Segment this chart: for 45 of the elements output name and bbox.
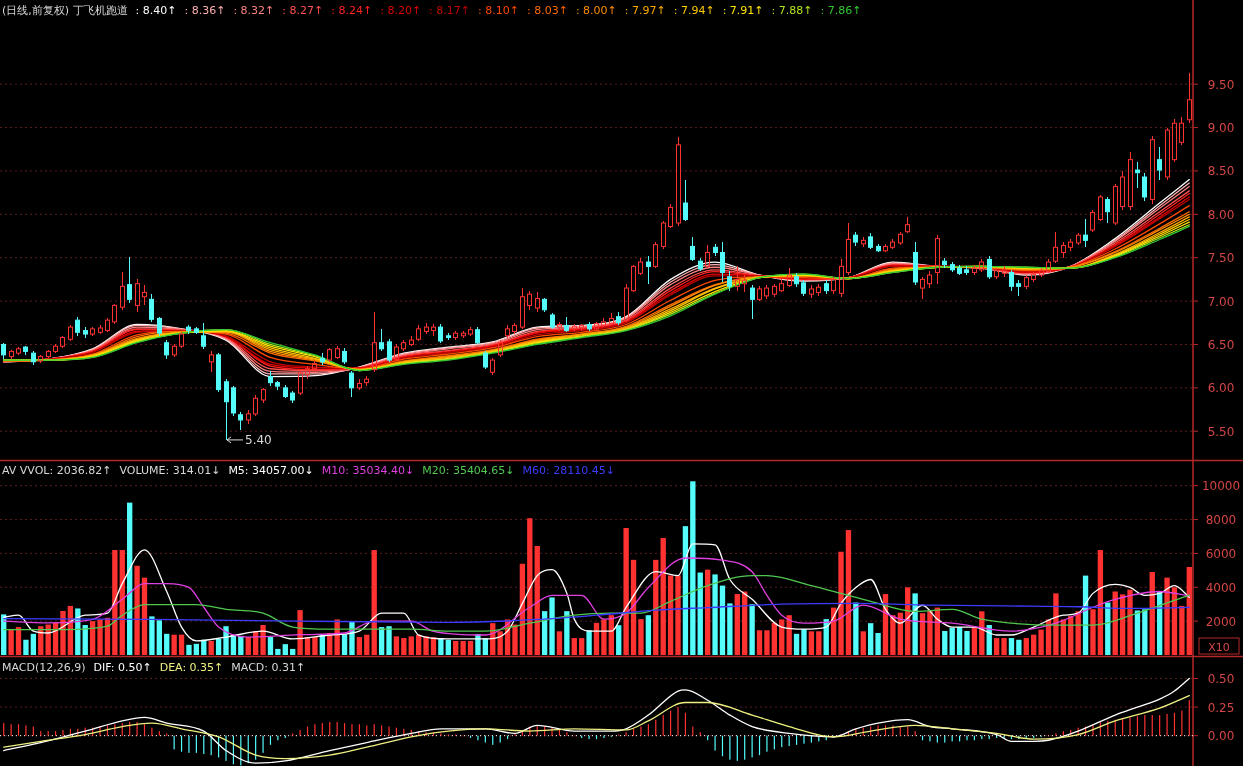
- text: : 8.40↑: [135, 4, 177, 17]
- y-tick-label: 9.50: [1207, 77, 1235, 92]
- text: : 7.88↑: [771, 4, 813, 17]
- y-tick-label: 8000: [1205, 513, 1237, 528]
- chart-title: MACD(12,26,9): [2, 661, 86, 674]
- y-axis-title: X10: [1208, 640, 1230, 654]
- text: : 8.36↑: [184, 4, 226, 17]
- text: M60: 28110.45↓: [522, 464, 616, 477]
- y-tick-label: 5.50: [1207, 424, 1235, 439]
- text: : 8.32↑: [233, 4, 275, 17]
- y-tick-label: 10000: [1201, 479, 1241, 494]
- text: DIF: 0.50↑: [93, 661, 152, 674]
- text: : 8.20↑: [380, 4, 422, 17]
- y-tick-label: 4000: [1205, 580, 1237, 595]
- annotation: MACD: 0.31↑: [231, 661, 306, 674]
- text: : 7.94↑: [673, 4, 715, 17]
- text: : 7.91↑: [722, 4, 764, 17]
- y-tick-label: 2000: [1205, 614, 1237, 629]
- chart-title: AV VVOL: 2036.82↑: [2, 464, 112, 477]
- y-tick-label: 6.50: [1207, 337, 1235, 352]
- y-tick-label: 0.50: [1207, 671, 1235, 686]
- text: : 8.10↑: [478, 4, 519, 17]
- y-tick-label: 6.00: [1207, 381, 1235, 396]
- text: M10: 35034.40↓: [321, 464, 415, 477]
- text: : 8.24↑: [331, 4, 373, 17]
- y-tick-label: 6000: [1205, 546, 1237, 561]
- y-tick-label: 8.00: [1207, 207, 1235, 222]
- text: M20: 35404.65↓: [422, 464, 515, 477]
- y-tick-label: 0.00: [1207, 729, 1235, 744]
- text: DEA: 0.35↑: [159, 661, 224, 674]
- text: : 8.17↑: [429, 4, 471, 17]
- text: : 8.03↑: [526, 4, 568, 17]
- text: : 7.86↑: [820, 4, 862, 17]
- text: : 8.00↑: [575, 4, 617, 17]
- y-tick-label: 0.25: [1207, 700, 1235, 715]
- text: : 7.97↑: [624, 4, 666, 17]
- y-tick-label: 7.50: [1207, 251, 1235, 266]
- chart-title: (日线,前复权) 丁飞机跑道: [2, 4, 128, 17]
- text: : 8.27↑: [282, 4, 324, 17]
- text: M5: 34057.00↓: [228, 464, 314, 477]
- y-tick-label: 7.00: [1207, 294, 1235, 309]
- annotation: VOLUME: 314.01↓: [119, 464, 221, 477]
- y-tick-label: 8.50: [1207, 164, 1235, 179]
- y-tick-label: 9.00: [1207, 121, 1235, 136]
- annotation: 5.40: [245, 433, 272, 448]
